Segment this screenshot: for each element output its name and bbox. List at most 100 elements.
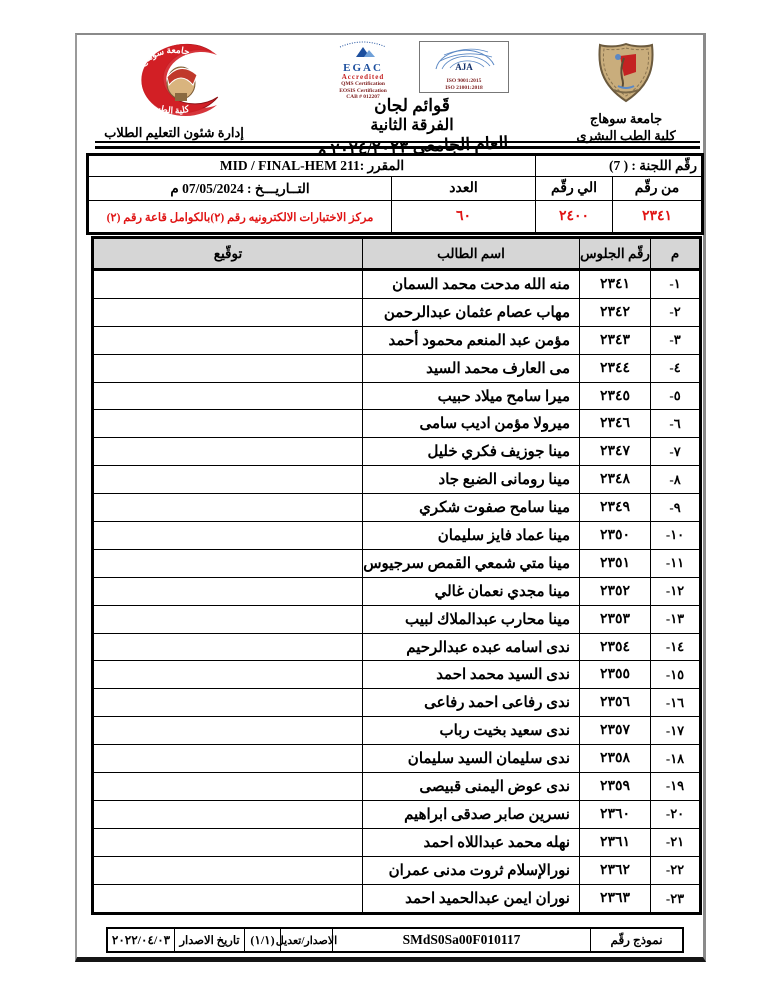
signature-cell — [94, 438, 362, 465]
exam-info-table: رقّم اللجنة : ( 7) المقرر :MID / FINAL-H… — [86, 153, 704, 235]
student-name: مؤمن عبد المنعم محمود أحمد — [362, 326, 579, 354]
signature-cell — [94, 661, 362, 688]
seat-number: ٢٣٥٤ — [579, 633, 650, 661]
signature-cell — [94, 383, 362, 410]
student-name: مينا جوزيف فكري خليل — [362, 438, 579, 466]
row-index: ٣- — [650, 326, 699, 354]
table-row: ٢- ٢٣٤٢ مهاب عصام عثمان عبدالرحمن — [94, 298, 699, 327]
table-row: ٢١- ٢٣٦١ نهله محمد عبداللاه احمد — [94, 828, 699, 857]
form-number-value: SMdS0Sa00F010117 — [332, 929, 590, 951]
aja-name: AJA — [455, 62, 473, 72]
university-name: جامعة سوهاج — [589, 111, 663, 126]
table-row: ٨- ٢٣٤٨ مينا رومانى الضبع جاد — [94, 466, 699, 495]
seat-number: ٢٣٥٧ — [579, 717, 650, 745]
row-index: ٥- — [650, 382, 699, 410]
row-index: ٩- — [650, 494, 699, 522]
table-row: ١- ٢٣٤١ منه الله مدحت محمد السمان — [94, 271, 699, 299]
egac-pyramid-icon — [339, 41, 387, 57]
table-row: ١١- ٢٣٥١ مينا متي شمعي القمص سرجيوس — [94, 549, 699, 578]
signature-cell — [94, 857, 362, 884]
row-index: ١٠- — [650, 522, 699, 549]
header-index: م — [650, 239, 699, 268]
table-row: ٩- ٢٣٤٩ مينا سامح صفوت شكري — [94, 494, 699, 523]
signature-cell — [94, 410, 362, 437]
row-index: ٢- — [650, 298, 699, 326]
signature-cell — [94, 327, 362, 354]
table-row: ٧- ٢٣٤٧ مينا جوزيف فكري خليل — [94, 438, 699, 467]
aja-line-1: ISO 9001:2015 — [446, 78, 482, 84]
info-row-committee: رقّم اللجنة : ( 7) المقرر :MID / FINAL-H… — [89, 156, 701, 177]
student-name: ندى اسامه عبده عبدالرحيم — [362, 633, 579, 661]
exam-date: التــاريـــخ : 07/05/2024 م — [170, 180, 310, 196]
student-name: مينا محارب عبدالملاك لبيب — [362, 605, 579, 633]
info-row-headers: من رقّم الي رقّم العدد التــاريـــخ : 07… — [89, 177, 701, 201]
seat-number: ٢٣٥٩ — [579, 773, 650, 800]
student-name: ندى رفاعى احمد رفاعى — [362, 689, 579, 717]
student-name: نورالإسلام ثروت مدنى عمران — [362, 856, 579, 884]
seat-number: ٢٣٤٩ — [579, 494, 650, 522]
seat-number: ٢٣٥٠ — [579, 522, 650, 549]
students-table-body: ١- ٢٣٤١ منه الله مدحت محمد السمان ٢- ٢٣٤… — [94, 271, 699, 913]
form-footer-table: نموذج رقّم SMdS0Sa00F010117 الاصدار/تعدي… — [106, 927, 684, 953]
committee-number: رقّم اللجنة : ( 7) — [535, 156, 701, 176]
signature-cell — [94, 466, 362, 493]
row-index: ١٧- — [650, 717, 699, 745]
to-number-label: الي رقّم — [535, 177, 612, 200]
student-name: ميرولا مؤمن اديب سامى — [362, 410, 579, 438]
signature-cell — [94, 522, 362, 549]
seat-number: ٢٣٤٣ — [579, 326, 650, 354]
seat-number: ٢٣٤٤ — [579, 354, 650, 382]
seat-number: ٢٣٤١ — [579, 271, 650, 298]
seat-number: ٢٣٦١ — [579, 828, 650, 856]
student-name: نسرين صابر صدقى ابراهيم — [362, 800, 579, 828]
students-table-header: م رقّم الجلوس اسم الطالب توقّيع — [94, 239, 699, 271]
student-name: مينا رومانى الضبع جاد — [362, 466, 579, 494]
signature-cell — [94, 885, 362, 913]
issue-date-label: تاريخ الاصدار — [174, 929, 244, 951]
student-name: ندى عوض اليمنى قبيصى — [362, 773, 579, 800]
students-table: م رقّم الجلوس اسم الطالب توقّيع ١- ٢٣٤١ … — [91, 236, 702, 916]
signature-cell — [94, 606, 362, 633]
header-seat-number: رقّم الجلوس — [579, 239, 650, 268]
aja-globe-icon: AJA — [435, 48, 495, 72]
issue-revision-value: (١/١) — [244, 929, 280, 951]
student-name: مى العارف محمد السيد — [362, 354, 579, 382]
table-row: ١٠- ٢٣٥٠ مينا عماد فايز سليمان — [94, 522, 699, 550]
table-row: ١٥- ٢٣٥٥ ندى السيد محمد احمد — [94, 661, 699, 690]
seat-number: ٢٣٦٢ — [579, 856, 650, 884]
student-name: نهله محمد عبداللاه احمد — [362, 828, 579, 856]
from-number-value: ٢٣٤١ — [612, 201, 701, 232]
row-index: ١٥- — [650, 661, 699, 689]
student-name: مينا مجدي نعمان غالي — [362, 577, 579, 605]
table-row: ١٦- ٢٣٥٦ ندى رفاعى احمد رفاعى — [94, 689, 699, 718]
signature-cell — [94, 801, 362, 828]
seat-number: ٢٣٥٨ — [579, 745, 650, 773]
document-titles: قَوائم لجان الفرقة الثانية العام الجامعي… — [242, 95, 582, 160]
table-row: ٢٠- ٢٣٦٠ نسرين صابر صدقى ابراهيم — [94, 800, 699, 829]
aja-logo: AJA ISO 9001:2015 ISO 21001:2018 — [419, 41, 509, 93]
seat-number: ٢٣٤٢ — [579, 298, 650, 326]
table-row: ١٣- ٢٣٥٣ مينا محارب عبدالملاك لبيب — [94, 605, 699, 634]
row-index: ١٢- — [650, 577, 699, 605]
row-index: ١٦- — [650, 689, 699, 717]
signature-cell — [94, 271, 362, 298]
row-index: ١- — [650, 271, 699, 298]
header-signature: توقّيع — [213, 245, 243, 261]
seat-number: ٢٣٤٨ — [579, 466, 650, 494]
row-index: ١٩- — [650, 773, 699, 800]
table-row: ٤- ٢٣٤٤ مى العارف محمد السيد — [94, 354, 699, 383]
to-number-value: ٢٤٠٠ — [535, 201, 612, 232]
seat-number: ٢٣٥٦ — [579, 689, 650, 717]
form-number-label: نموذج رقّم — [590, 929, 682, 951]
signature-cell — [94, 299, 362, 326]
from-number-label: من رقّم — [612, 177, 701, 200]
table-row: ٥- ٢٣٤٥ ميرا سامح ميلاد حبيب — [94, 382, 699, 411]
header-divider-rule — [95, 141, 700, 149]
info-row-values: ٢٣٤١ ٢٤٠٠ ٦٠ مركز الاختبارات الالكترونيه… — [89, 201, 701, 232]
signature-cell — [94, 745, 362, 772]
university-logo-block: جامعة سوهاج كلية الطب البشرى — [561, 42, 691, 143]
row-index: ٢٣- — [650, 884, 699, 913]
seat-number: ٢٣٤٦ — [579, 410, 650, 438]
row-index: ٤- — [650, 354, 699, 382]
signature-cell — [94, 355, 362, 382]
